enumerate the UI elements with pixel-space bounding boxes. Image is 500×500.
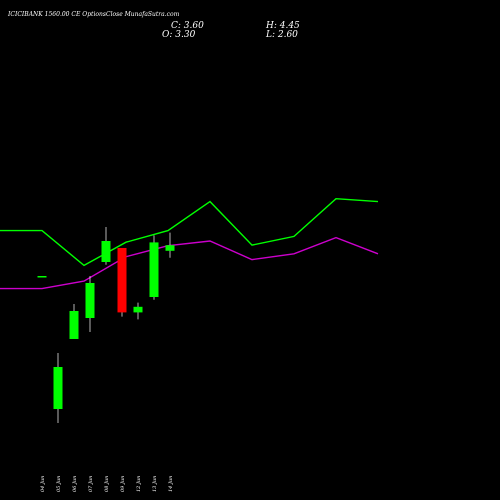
candle (149, 235, 159, 300)
candle-body (149, 242, 159, 297)
chart-title: ICICIBANK 1560.00 CE Options (7, 11, 106, 18)
candle-body (37, 276, 47, 278)
candle (133, 302, 143, 320)
open-value: O: 3.30 (162, 30, 196, 40)
high-value: H: 4.45 (265, 21, 300, 31)
candle (37, 276, 47, 278)
candle (85, 276, 95, 332)
candles (37, 227, 175, 423)
low-value: L: 2.60 (265, 30, 298, 40)
candle-body (69, 311, 79, 339)
date-label: 09 Jun (120, 476, 126, 492)
candle-body (85, 283, 95, 318)
green-line-0 (0, 197, 379, 267)
candle-body (133, 306, 143, 313)
date-label: 05 Jun (56, 476, 62, 492)
candle-body (101, 241, 111, 262)
close-value: C: 3.60 (171, 21, 204, 31)
candle-body (53, 367, 63, 409)
date-label: 07 Jun (88, 476, 94, 492)
candle (117, 248, 127, 317)
date-axis: 04 Jun 05 Jun 06 Jun 07 Jun 08 Jun 09 Jun 12 J… (40, 476, 174, 492)
chart-site-label: Close MunafaSutra.com (106, 11, 180, 18)
candle (165, 232, 175, 258)
date-label: 04 Jun (40, 476, 46, 492)
candle (53, 353, 63, 423)
date-label: 14 Jun (168, 476, 174, 492)
candle-body (165, 245, 175, 251)
date-label: 08 Jun (104, 476, 110, 492)
magenta-line-1 (0, 236, 379, 290)
candle-body (117, 248, 127, 313)
date-label: 12 Jun (136, 476, 142, 492)
date-label: 13 Jun (152, 476, 158, 492)
date-label: 06 Jun (72, 476, 78, 492)
candle (101, 227, 111, 265)
candle (69, 304, 79, 339)
indicator-lines (0, 197, 379, 290)
